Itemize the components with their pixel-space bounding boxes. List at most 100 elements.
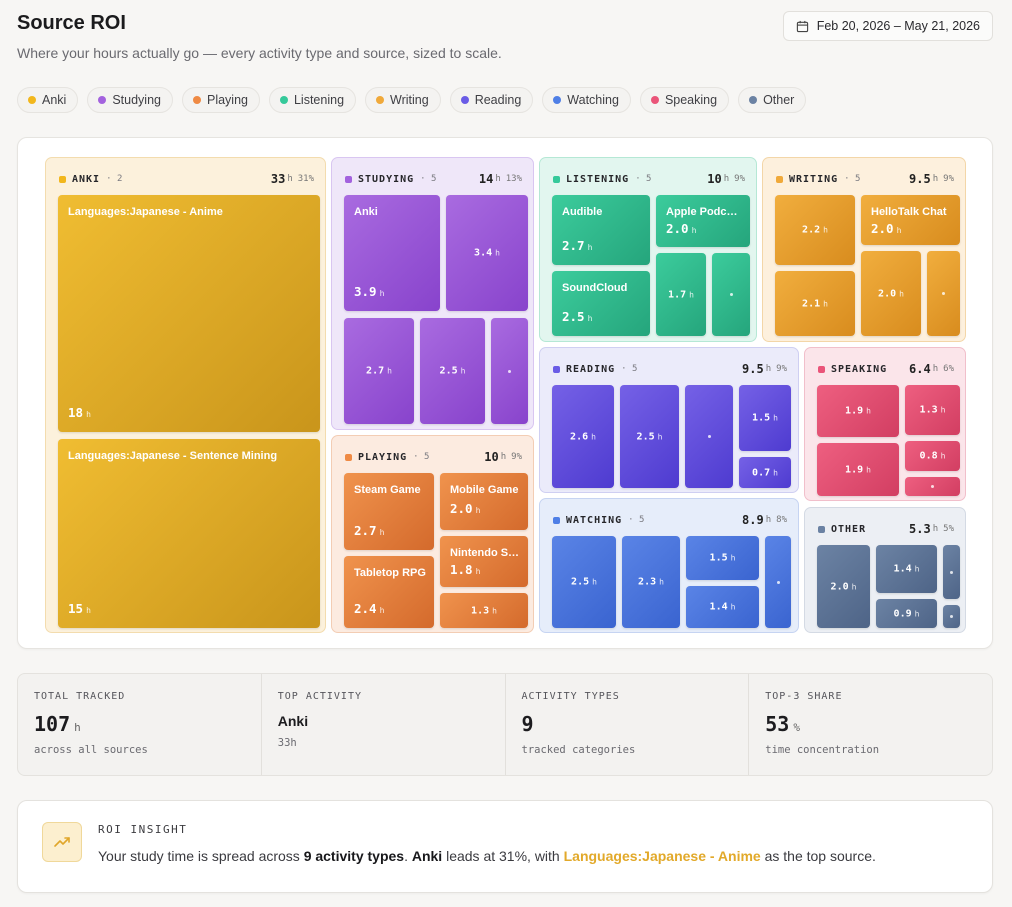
legend-chip-watching[interactable]: Watching — [542, 87, 631, 113]
group-hours-unit: h — [765, 515, 772, 525]
group-studying[interactable]: STUDYING · 5 14 h 13% Anki 3.9 h 3.4 h 2.7… — [331, 157, 534, 430]
date-range-button[interactable]: Feb 20, 2026 – May 21, 2026 — [782, 11, 993, 41]
stat-sub: tracked categories — [521, 744, 636, 756]
legend-chip-writing[interactable]: Writing — [365, 87, 441, 113]
source-tile[interactable]: 2.5 h — [420, 318, 485, 424]
hours-unit: h — [591, 432, 596, 441]
group-hours-unit: h — [723, 174, 730, 184]
source-tile[interactable]: 0.7 h — [739, 457, 791, 488]
source-tile[interactable]: 1.3 h — [905, 385, 960, 435]
legend-label: Watching — [567, 93, 619, 107]
source-hours: 1.9 h — [817, 464, 899, 475]
group-swatch — [553, 365, 560, 373]
source-hours: 0.7 h — [739, 467, 791, 478]
hours-unit: h — [896, 226, 902, 235]
source-tile[interactable] — [765, 536, 791, 628]
group-other[interactable]: OTHER 5.3 h 5% 2.0 h 1.4 h 0.9 h — [804, 507, 966, 633]
source-tile[interactable]: Tabletop RPG 2.4 h — [344, 556, 434, 628]
source-tile[interactable]: 1.5 h — [686, 536, 759, 580]
group-listening[interactable]: LISTENING · 5 10 h 9% Audible 2.7 h Apple… — [539, 157, 757, 342]
hours-unit: h — [914, 564, 920, 574]
group-hours: 9.5 — [909, 172, 931, 186]
source-tile[interactable]: HelloTalk Chat 2.0 h — [861, 195, 960, 245]
source-tile[interactable]: Apple Podca… 2.0 h — [656, 195, 750, 247]
source-tile[interactable]: 2.5 h — [620, 385, 679, 488]
hours-unit: h — [899, 289, 904, 298]
legend-chip-listening[interactable]: Listening — [268, 87, 357, 113]
group-count: · 5 — [413, 452, 430, 462]
source-tile[interactable]: 1.5 h — [739, 385, 791, 451]
legend-chip-studying[interactable]: Studying — [87, 87, 173, 113]
source-tile[interactable]: 2.5 h — [552, 536, 616, 628]
group-count: · 5 — [628, 515, 645, 525]
source-tile[interactable]: 3.4 h — [446, 195, 528, 311]
source-hours-value: 1.7 — [668, 289, 687, 300]
source-hours-value: 2.5 — [636, 431, 655, 442]
group-hours: 10 — [707, 172, 722, 186]
source-tile[interactable]: 2.0 h — [861, 251, 921, 336]
legend-chip-speaking[interactable]: Speaking — [639, 87, 730, 113]
source-tile[interactable]: Steam Game 2.7 h — [344, 473, 434, 550]
group-reading[interactable]: READING · 5 9.5 h 9% 2.6 h 2.5 h 1.5 h 0.7 h — [539, 347, 799, 493]
source-dot — [950, 615, 953, 618]
source-tile[interactable]: 2.1 h — [775, 271, 855, 336]
group-anki[interactable]: ANKI · 2 33 h 31% Languages:Japanese - A… — [45, 157, 326, 633]
roi-insight-card: ROI INSIGHT Your study time is spread ac… — [17, 800, 993, 893]
source-tile[interactable]: 2.0 h — [817, 545, 870, 628]
source-tile[interactable]: 1.3 h — [440, 593, 528, 628]
source-tile[interactable]: 1.4 h — [876, 545, 937, 593]
source-tile[interactable]: Mobile Game 2.0 h — [440, 473, 528, 530]
source-tile[interactable]: 0.9 h — [876, 599, 937, 628]
source-tile[interactable]: SoundCloud 2.5 h — [552, 271, 650, 336]
hours-unit: h — [659, 577, 664, 587]
hours-unit: h — [657, 432, 663, 441]
source-tile[interactable] — [905, 477, 960, 496]
hours-unit: h — [691, 226, 697, 235]
source-hours-value: 2.1 — [802, 298, 821, 309]
source-hours-value: 18 — [68, 405, 84, 420]
source-tile[interactable] — [943, 605, 960, 628]
source-dot — [942, 292, 945, 295]
legend-label: Listening — [293, 93, 345, 107]
insight-top-source-link[interactable]: Languages:Japanese - Anime — [563, 848, 761, 864]
source-tile[interactable]: 1.4 h — [686, 586, 759, 628]
source-tile[interactable]: 2.6 h — [552, 385, 614, 488]
group-writing[interactable]: WRITING · 5 9.5 h 9% 2.2 h HelloTalk Chat… — [762, 157, 966, 342]
source-tile[interactable]: 2.7 h — [344, 318, 414, 424]
legend-chip-other[interactable]: Other — [738, 87, 807, 113]
source-tile[interactable] — [491, 318, 528, 424]
legend-chip-reading[interactable]: Reading — [449, 87, 534, 113]
group-speaking[interactable]: SPEAKING 6.4 h 6% 1.9 h 1.3 h 1.9 h 0.8 h — [804, 347, 966, 501]
source-tile[interactable]: 0.8 h — [905, 441, 960, 471]
group-header: ANKI · 2 33 h 31% — [59, 172, 314, 186]
stat-unit: h — [74, 721, 81, 734]
source-tile[interactable]: 1.9 h — [817, 385, 899, 437]
group-hours-unit: h — [932, 174, 939, 184]
source-hours: 1.4 h — [686, 602, 759, 613]
source-tile[interactable]: 2.3 h — [622, 536, 680, 628]
source-tile[interactable]: Audible 2.7 h — [552, 195, 650, 265]
source-tile[interactable] — [943, 545, 960, 599]
legend-chip-anki[interactable]: Anki — [17, 87, 79, 113]
source-hours-value: 1.8 — [450, 562, 473, 577]
source-hours: 1.5 h — [739, 413, 791, 424]
hours-unit: h — [730, 553, 736, 563]
group-playing[interactable]: PLAYING · 5 10 h 9% Steam Game 2.7 h Mobi… — [331, 435, 534, 633]
source-tile[interactable] — [712, 253, 750, 336]
source-tile[interactable]: 1.7 h — [656, 253, 706, 336]
source-tile[interactable]: Languages:Japanese - Anime 18 h — [58, 195, 320, 432]
source-tile[interactable]: Nintendo S… 1.8 h — [440, 536, 528, 587]
group-count-value: 5 — [855, 174, 861, 184]
source-hours: 2.0 h — [871, 221, 901, 236]
source-tile[interactable] — [685, 385, 733, 488]
legend-chip-playing[interactable]: Playing — [181, 87, 260, 113]
hours-unit: h — [773, 468, 778, 477]
source-tile[interactable]: Anki 3.9 h — [344, 195, 440, 311]
source-tile[interactable]: 1.9 h — [817, 443, 899, 496]
source-name: Audible — [562, 206, 603, 218]
group-watching[interactable]: WATCHING · 5 8.9 h 8% 2.5 h 2.3 h 1.5 h 1.4… — [539, 498, 799, 633]
source-tile[interactable]: 2.2 h — [775, 195, 855, 265]
source-tile[interactable] — [927, 251, 960, 336]
source-tile[interactable]: Languages:Japanese - Sentence Mining 15 h — [58, 439, 320, 628]
source-hours: 2.5 h — [552, 577, 616, 588]
